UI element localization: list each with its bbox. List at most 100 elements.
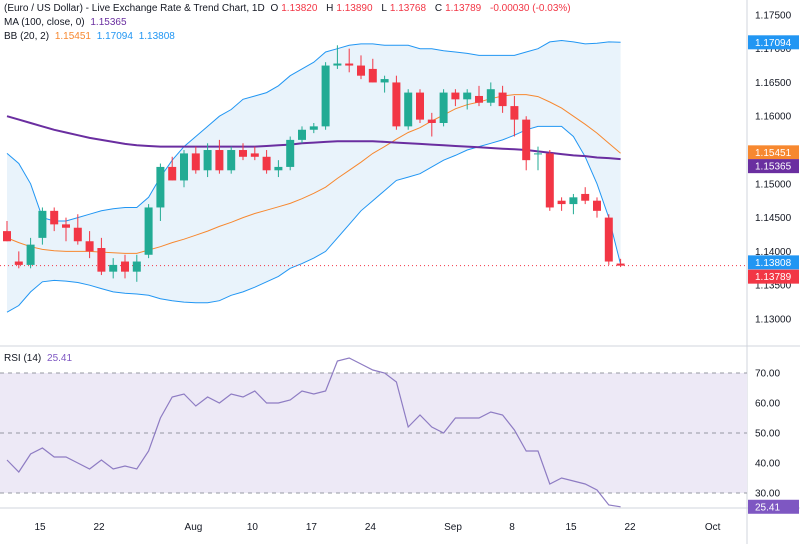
- candle: [298, 126, 306, 144]
- candle-body: [510, 106, 519, 120]
- candle-body: [274, 166, 283, 171]
- candle-body: [569, 197, 578, 205]
- chart-title: (Euro / US Dollar) - Live Exchange Rate …: [4, 3, 265, 14]
- candle: [309, 122, 318, 134]
- candle-body: [144, 207, 153, 255]
- candle: [404, 89, 413, 130]
- candle: [380, 75, 389, 93]
- candle: [569, 193, 578, 215]
- legend-line-bb: BB (20, 2) 1.15451 1.17094 1.13808: [4, 30, 178, 43]
- candle-body: [109, 264, 118, 272]
- candle-body: [581, 193, 590, 201]
- candle-body: [486, 89, 495, 103]
- last-price-tag-bg: [748, 269, 799, 284]
- rsi-tick-label: 40.00: [755, 459, 780, 470]
- bb-lower-tag-bg: [748, 255, 799, 270]
- candle: [168, 156, 177, 181]
- candle-body: [239, 150, 247, 157]
- candle: [498, 85, 507, 113]
- rsi-label: RSI (14): [4, 353, 42, 364]
- bb-basis-line: [6, 94, 621, 254]
- candle: [132, 254, 141, 282]
- candle: [50, 207, 59, 232]
- candle: [357, 55, 365, 80]
- candle-body: [616, 263, 625, 266]
- candle-body: [121, 261, 129, 272]
- candle: [416, 89, 424, 123]
- candle: [604, 214, 613, 265]
- candle-body: [404, 92, 413, 127]
- candle: [616, 258, 625, 268]
- bb-basis-value: 1.15451: [54, 31, 91, 42]
- candle-body: [333, 63, 342, 66]
- open-value: O 1.13820: [270, 3, 318, 14]
- candle-body: [38, 210, 47, 238]
- time-tick-label: 22: [93, 522, 105, 533]
- rsi-value: 25.41: [47, 353, 73, 364]
- candle-body: [321, 65, 330, 127]
- rsi-tick-label: 70.00: [755, 369, 780, 380]
- candle-body: [439, 92, 448, 123]
- candle-body: [262, 156, 271, 171]
- candle-body: [191, 153, 200, 171]
- rsi-value-tag: 25.41: [755, 502, 780, 513]
- candle-body: [451, 92, 460, 100]
- time-tick-label: 15: [34, 522, 46, 533]
- candle: [144, 204, 153, 259]
- candle-body: [357, 65, 365, 76]
- candle-body: [85, 241, 94, 252]
- candle-body: [557, 200, 566, 205]
- candle: [109, 258, 118, 279]
- candle-body: [168, 166, 177, 181]
- last-price-tag: 1.13789: [755, 272, 792, 283]
- candle-body: [132, 261, 141, 272]
- price-tick-label: 1.17000: [755, 44, 792, 55]
- bb-upper-value: 1.17094: [96, 31, 133, 42]
- candle-body: [286, 139, 295, 167]
- ma-tag: 1.15365: [755, 162, 792, 173]
- candle: [227, 146, 236, 174]
- price-tick-label: 1.15000: [755, 179, 792, 190]
- candle-body: [14, 261, 23, 265]
- close-value: C 1.13789: [434, 3, 482, 14]
- candle: [239, 143, 247, 161]
- candle-body: [498, 92, 507, 107]
- candle-body: [545, 153, 554, 208]
- candle: [545, 150, 554, 211]
- candle-body: [215, 150, 224, 171]
- candle: [510, 95, 519, 137]
- candle-body: [50, 210, 59, 225]
- candle: [486, 82, 495, 107]
- high-value: H 1.13890: [326, 3, 373, 14]
- candle-body: [26, 244, 35, 265]
- candle: [522, 116, 531, 171]
- rsi-tick-label: 60.00: [755, 399, 780, 410]
- rsi-line: [6, 357, 621, 508]
- time-tick-label: 24: [365, 522, 377, 533]
- price-tick-label: 1.13000: [755, 314, 792, 325]
- time-tick-label: 8: [509, 522, 515, 533]
- price-tick-label: 1.13500: [755, 281, 792, 292]
- candle: [121, 254, 129, 279]
- candle-body: [368, 68, 377, 83]
- candle: [321, 62, 330, 130]
- candle: [463, 89, 472, 110]
- rsi-value-tag-bg: [748, 499, 799, 514]
- candle: [392, 75, 401, 130]
- candle: [439, 89, 448, 127]
- candle-body: [203, 150, 212, 171]
- candle: [250, 146, 259, 161]
- candle: [215, 139, 224, 174]
- change-value: -0.00030 (-0.03%): [490, 3, 571, 14]
- ma-label: MA (100, close, 0): [4, 17, 85, 28]
- candle-body: [156, 166, 165, 208]
- ma-line: [6, 115, 621, 161]
- candle: [203, 143, 212, 178]
- legend-line-ma: MA (100, close, 0) 1.15365: [4, 16, 130, 29]
- bb-upper-tag-bg: [748, 35, 799, 50]
- rsi-tick-label: 50.00: [755, 429, 780, 440]
- bb-upper-tag: 1.17094: [755, 38, 792, 49]
- candle-body: [250, 153, 259, 157]
- candle: [14, 251, 23, 269]
